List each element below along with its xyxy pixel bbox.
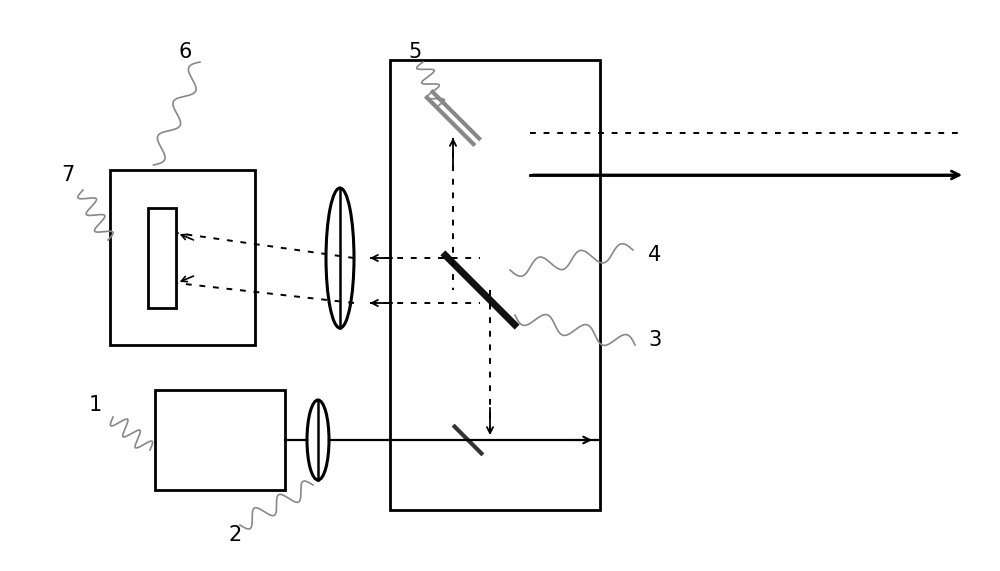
Bar [110, 170, 255, 345]
Text: 4: 4 [648, 245, 662, 265]
Text: 2: 2 [228, 525, 242, 545]
Text: 1: 1 [88, 395, 102, 415]
Ellipse shape [326, 188, 354, 328]
Ellipse shape [307, 400, 329, 480]
Text: 5: 5 [408, 42, 422, 62]
Bar [390, 60, 600, 510]
Bar [148, 208, 176, 308]
Text: 6: 6 [178, 42, 192, 62]
Text: 3: 3 [648, 330, 662, 350]
Text: 7: 7 [61, 165, 75, 185]
Bar [155, 390, 285, 490]
